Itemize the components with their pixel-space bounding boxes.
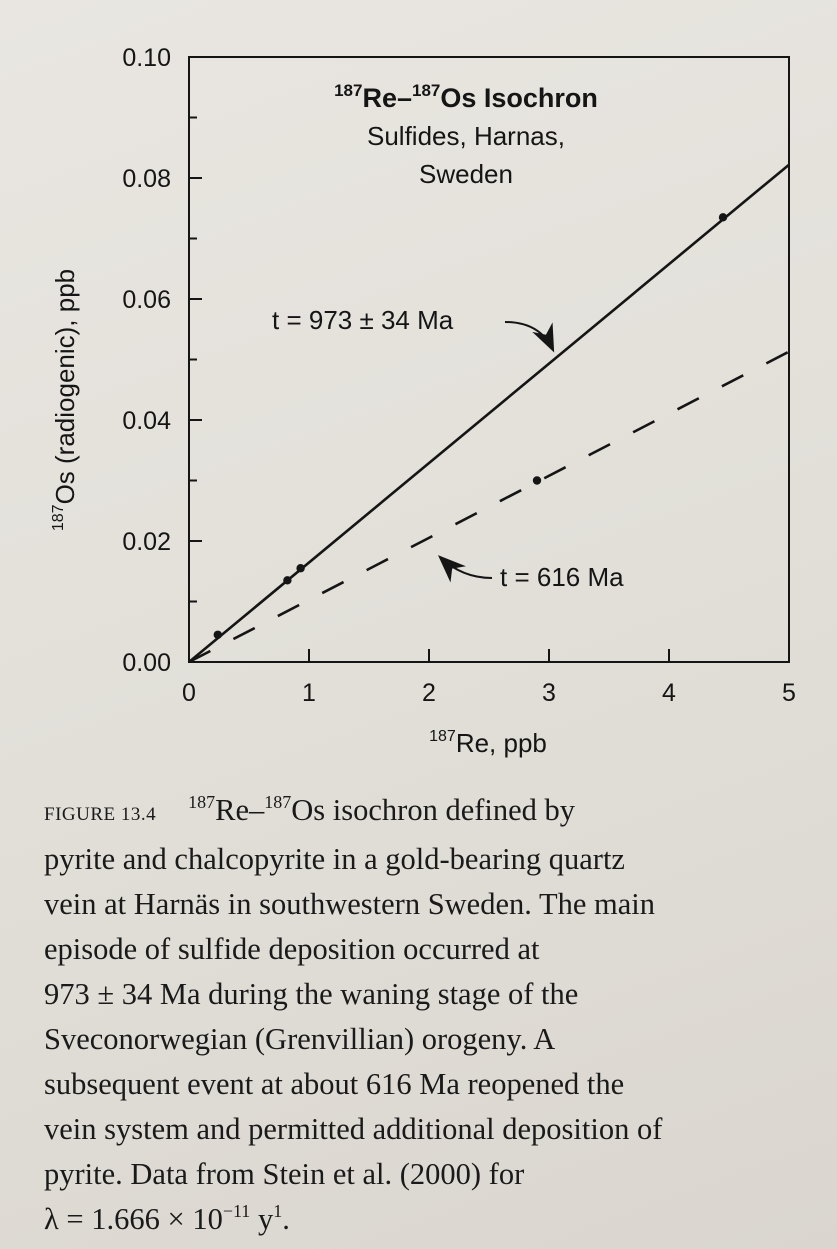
caption-sup: −11 [222, 1201, 251, 1221]
y-tick-label: 0.10 [122, 44, 171, 72]
x-tick-label: 3 [542, 679, 556, 707]
caption-line: pyrite. Data from Stein et al. (2000) fo… [44, 1157, 525, 1191]
caption-text: Re– [215, 793, 265, 827]
caption-line: 973 ± 34 Ma during the waning stage of t… [44, 977, 579, 1011]
y-axis-ticks: 0.00 0.02 0.04 0.06 0.08 0.10 [122, 44, 202, 677]
y-tick-label: 0.04 [122, 407, 171, 435]
annotation-arrow-973 [504, 321, 555, 353]
caption-line: vein system and permitted additional dep… [44, 1112, 663, 1146]
x-tick-label: 4 [662, 679, 676, 707]
x-axis-label: 187Re, ppb [429, 728, 547, 758]
x-axis-label-text: Re, ppb [456, 728, 547, 758]
isochron-line-973 [188, 163, 790, 664]
caption-text: Os isochron defined by [291, 793, 576, 827]
title-sup-2: 187 [412, 81, 440, 100]
annotation-616: t = 616 Ma [500, 562, 624, 592]
caption-line: λ = 1.666 × 10−11 y1. [44, 1197, 819, 1242]
caption-line: subsequent event at about 616 Ma reopene… [44, 1067, 625, 1101]
caption-line: pyrite and chalcopyrite in a gold-bearin… [44, 842, 625, 876]
y-tick-label: 0.02 [122, 528, 171, 556]
x-tick-label: 1 [302, 679, 316, 707]
figure-caption: FIGURE 13.4187Re–187Os isochron defined … [44, 788, 819, 1242]
isochron-line-616 [188, 350, 790, 664]
y-axis-label: 187Os (radiogenic), ppb [50, 269, 80, 531]
x-tick-label: 2 [422, 679, 436, 707]
chart-subtitle-line-3: Sweden [419, 159, 513, 189]
data-point [213, 630, 222, 639]
chart-title: 187Re–187Os Isochron [334, 81, 598, 113]
data-point [296, 564, 305, 573]
x-axis-ticks: 0 1 2 3 4 5 [182, 649, 796, 707]
y-axis-label-sup: 187 [50, 504, 67, 531]
caption-text: λ = 1.666 × 10 [44, 1202, 223, 1236]
data-point [283, 576, 292, 585]
caption-text: . [282, 1202, 290, 1236]
y-tick-label: 0.00 [122, 649, 171, 677]
x-axis-label-sup: 187 [429, 728, 456, 745]
caption-line: FIGURE 13.4187Re–187Os isochron defined … [44, 788, 819, 837]
caption-line: episode of sulfide deposition occurred a… [44, 932, 540, 966]
y-axis-label-text: Os (radiogenic), ppb [50, 269, 80, 505]
annotation-arrow-616 [437, 555, 493, 583]
figure-label: FIGURE 13.4 [44, 804, 157, 825]
y-tick-label: 0.06 [122, 286, 171, 314]
title-part-1: Re– [362, 83, 412, 113]
annotation-973: t = 973 ± 34 Ma [272, 305, 454, 335]
data-points [213, 213, 728, 639]
caption-line: Sveconorwegian (Grenvillian) orogeny. A [44, 1022, 556, 1056]
y-tick-label: 0.08 [122, 165, 171, 193]
chart-subtitle-line-2: Sulfides, Harnas, [367, 121, 565, 151]
caption-sup: 187 [188, 792, 216, 812]
caption-line: vein at Harnäs in southwestern Sweden. T… [44, 887, 655, 921]
caption-text: y [250, 1202, 274, 1236]
data-point [718, 213, 728, 222]
x-tick-label: 0 [182, 679, 196, 707]
isochron-lines [188, 163, 790, 664]
data-point [532, 476, 542, 485]
title-part-2: Os Isochron [440, 83, 598, 113]
caption-sup: 1 [273, 1201, 283, 1221]
x-tick-label: 5 [782, 679, 796, 707]
caption-sup: 187 [264, 792, 292, 812]
title-sup-1: 187 [334, 81, 362, 100]
